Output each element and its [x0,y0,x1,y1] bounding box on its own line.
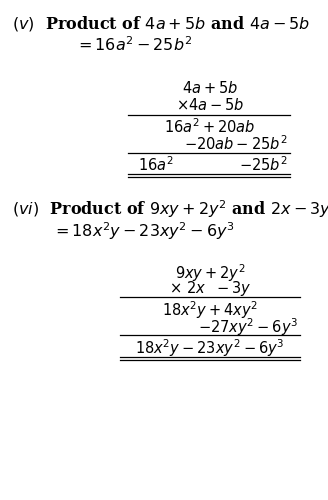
Text: $\times\ 2\mathit{x}\ \ -3\mathit{y}$: $\times\ 2\mathit{x}\ \ -3\mathit{y}$ [169,279,251,298]
Text: $(\mathit{vi})$  Product of $9\mathit{x}\mathit{y} + 2\mathit{y}^2$ and $2\mathi: $(\mathit{vi})$ Product of $9\mathit{x}\… [12,198,328,220]
Text: $- 25\mathit{b}^2$: $- 25\mathit{b}^2$ [239,155,288,174]
Text: $16\mathit{a}^2$: $16\mathit{a}^2$ [138,155,174,174]
Text: $= 16\mathit{a}^2 - 25\mathit{b}^2$: $= 16\mathit{a}^2 - 25\mathit{b}^2$ [75,36,193,54]
Text: $(\mathit{v})$  Product of $4\mathit{a} + 5\mathit{b}$ and $4\mathit{a} - 5\math: $(\mathit{v})$ Product of $4\mathit{a} +… [12,14,310,33]
Text: $18\mathit{x}^2\mathit{y} + 4\mathit{x}\mathit{y}^2$: $18\mathit{x}^2\mathit{y} + 4\mathit{x}\… [162,299,258,320]
Text: $16\mathit{a}^2 + 20\mathit{a}\mathit{b}$: $16\mathit{a}^2 + 20\mathit{a}\mathit{b}… [164,117,256,136]
Text: $9\mathit{x}\mathit{y} + 2\mathit{y}^2$: $9\mathit{x}\mathit{y} + 2\mathit{y}^2$ [175,262,245,283]
Text: $- 20\mathit{a}\mathit{b} - 25\mathit{b}^2$: $- 20\mathit{a}\mathit{b} - 25\mathit{b}… [184,134,288,152]
Text: $- 27\mathit{x}\mathit{y}^2 - 6\mathit{y}^3$: $- 27\mathit{x}\mathit{y}^2 - 6\mathit{y… [198,316,298,338]
Text: $4\mathit{a} + 5\mathit{b}$: $4\mathit{a} + 5\mathit{b}$ [182,80,238,96]
Text: $= 18\mathit{x}^2\mathit{y} - 23\mathit{x}\mathit{y}^2 - 6\mathit{y}^3$: $= 18\mathit{x}^2\mathit{y} - 23\mathit{… [52,220,235,242]
Text: $\times 4\mathit{a} - 5\mathit{b}$: $\times 4\mathit{a} - 5\mathit{b}$ [176,97,244,113]
Text: $18\mathit{x}^2\mathit{y} - 23\mathit{x}\mathit{y}^2 - 6\mathit{y}^3$: $18\mathit{x}^2\mathit{y} - 23\mathit{x}… [135,337,285,358]
